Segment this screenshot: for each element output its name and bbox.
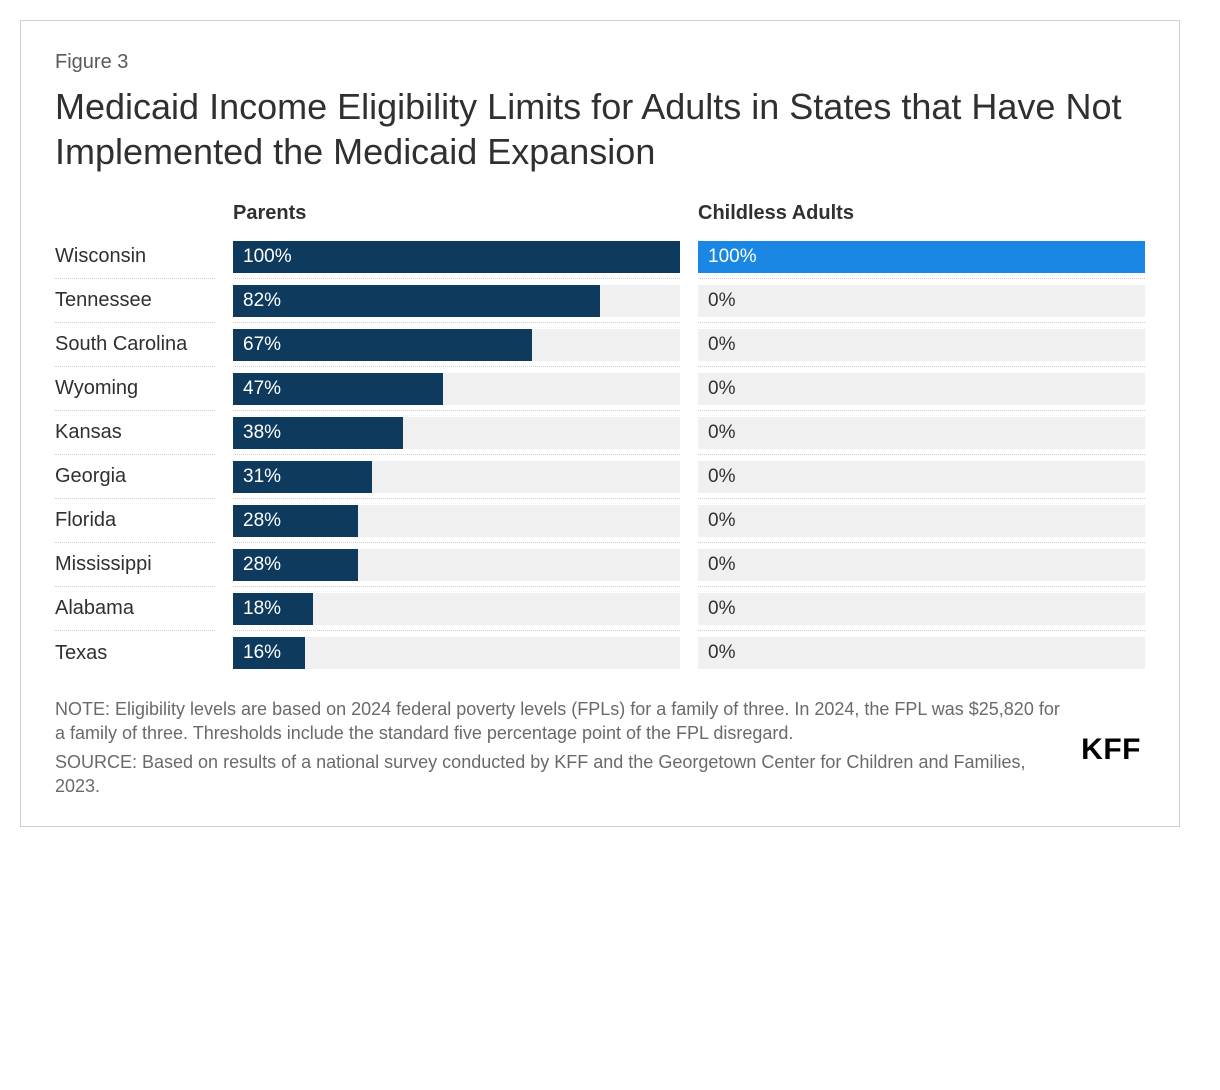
bar-value: 28% (233, 510, 281, 532)
bar-cell: 28% (233, 543, 680, 587)
bar-cell: 18% (233, 587, 680, 631)
bar-value: 67% (233, 334, 281, 356)
row-label: South Carolina (55, 323, 215, 367)
bar-track: 67% (233, 329, 680, 361)
bar-track: 0% (698, 285, 1145, 317)
row-label: Texas (55, 631, 215, 675)
bar-track: 28% (233, 505, 680, 537)
bar-cell: 0% (698, 499, 1145, 543)
row-label: Kansas (55, 411, 215, 455)
bar-cell: 0% (698, 587, 1145, 631)
bar-fill: 28% (233, 549, 358, 581)
column-header-childless: Childless Adults (698, 202, 1145, 235)
bar-cell: 100% (233, 235, 680, 279)
bar-cell: 38% (233, 411, 680, 455)
bar-value: 0% (708, 466, 735, 488)
bar-value: 0% (708, 598, 735, 620)
bar-cell: 100% (698, 235, 1145, 279)
bar-value: 28% (233, 554, 281, 576)
bar-fill: 38% (233, 417, 403, 449)
bar-value: 38% (233, 422, 281, 444)
footer-note: NOTE: Eligibility levels are based on 20… (55, 697, 1061, 746)
figure-footer: NOTE: Eligibility levels are based on 20… (55, 697, 1145, 802)
bar-value: 47% (233, 378, 281, 400)
bar-track: 100% (233, 241, 680, 273)
bar-track: 0% (698, 593, 1145, 625)
bar-fill: 67% (233, 329, 532, 361)
bar-cell: 0% (698, 455, 1145, 499)
bar-track: 16% (233, 637, 680, 669)
bar-cell: 47% (233, 367, 680, 411)
footer-text: NOTE: Eligibility levels are based on 20… (55, 697, 1061, 802)
bar-fill: 47% (233, 373, 443, 405)
bar-fill: 28% (233, 505, 358, 537)
bar-cell: 0% (698, 411, 1145, 455)
chart-grid: Parents Childless Adults Wisconsin 100% 100%… (55, 202, 1145, 675)
bar-value: 100% (233, 246, 292, 268)
bar-cell: 0% (698, 323, 1145, 367)
bar-value: 18% (233, 598, 281, 620)
bar-value: 0% (708, 422, 735, 444)
row-label: Tennessee (55, 279, 215, 323)
bar-value: 0% (708, 642, 735, 664)
bar-value: 0% (708, 378, 735, 400)
bar-value: 0% (708, 334, 735, 356)
figure-container: Figure 3 Medicaid Income Eligibility Lim… (20, 20, 1180, 827)
bar-track: 18% (233, 593, 680, 625)
bar-track: 100% (698, 241, 1145, 273)
bar-value: 0% (708, 290, 735, 312)
bar-fill: 100% (698, 241, 1145, 273)
kff-logo: KFF (1081, 733, 1145, 767)
figure-label: Figure 3 (55, 51, 1145, 74)
bar-cell: 0% (698, 543, 1145, 587)
bar-value: 0% (708, 554, 735, 576)
row-label: Mississippi (55, 543, 215, 587)
bar-fill: 18% (233, 593, 313, 625)
bar-track: 0% (698, 505, 1145, 537)
bar-cell: 31% (233, 455, 680, 499)
bar-track: 0% (698, 373, 1145, 405)
row-label: Georgia (55, 455, 215, 499)
bar-value: 16% (233, 642, 281, 664)
bar-value: 31% (233, 466, 281, 488)
bar-track: 47% (233, 373, 680, 405)
bar-track: 28% (233, 549, 680, 581)
bar-cell: 82% (233, 279, 680, 323)
bar-value: 82% (233, 290, 281, 312)
bar-track: 0% (698, 549, 1145, 581)
bar-cell: 0% (698, 631, 1145, 675)
bar-track: 0% (698, 637, 1145, 669)
bar-fill: 16% (233, 637, 305, 669)
bar-fill: 82% (233, 285, 600, 317)
row-label: Florida (55, 499, 215, 543)
row-label: Wisconsin (55, 235, 215, 279)
bar-fill: 100% (233, 241, 680, 273)
bar-track: 38% (233, 417, 680, 449)
bar-value: 0% (708, 510, 735, 532)
row-label: Alabama (55, 587, 215, 631)
footer-source: SOURCE: Based on results of a national s… (55, 750, 1061, 799)
bar-cell: 67% (233, 323, 680, 367)
bar-cell: 0% (698, 367, 1145, 411)
header-spacer (55, 202, 215, 235)
bar-track: 0% (698, 461, 1145, 493)
bar-track: 0% (698, 329, 1145, 361)
bar-cell: 0% (698, 279, 1145, 323)
bar-fill: 31% (233, 461, 372, 493)
column-header-parents: Parents (233, 202, 680, 235)
figure-title: Medicaid Income Eligibility Limits for A… (55, 84, 1145, 174)
bar-track: 31% (233, 461, 680, 493)
bar-track: 0% (698, 417, 1145, 449)
bar-cell: 28% (233, 499, 680, 543)
row-label: Wyoming (55, 367, 215, 411)
bar-value: 100% (698, 246, 757, 268)
bar-cell: 16% (233, 631, 680, 675)
bar-track: 82% (233, 285, 680, 317)
